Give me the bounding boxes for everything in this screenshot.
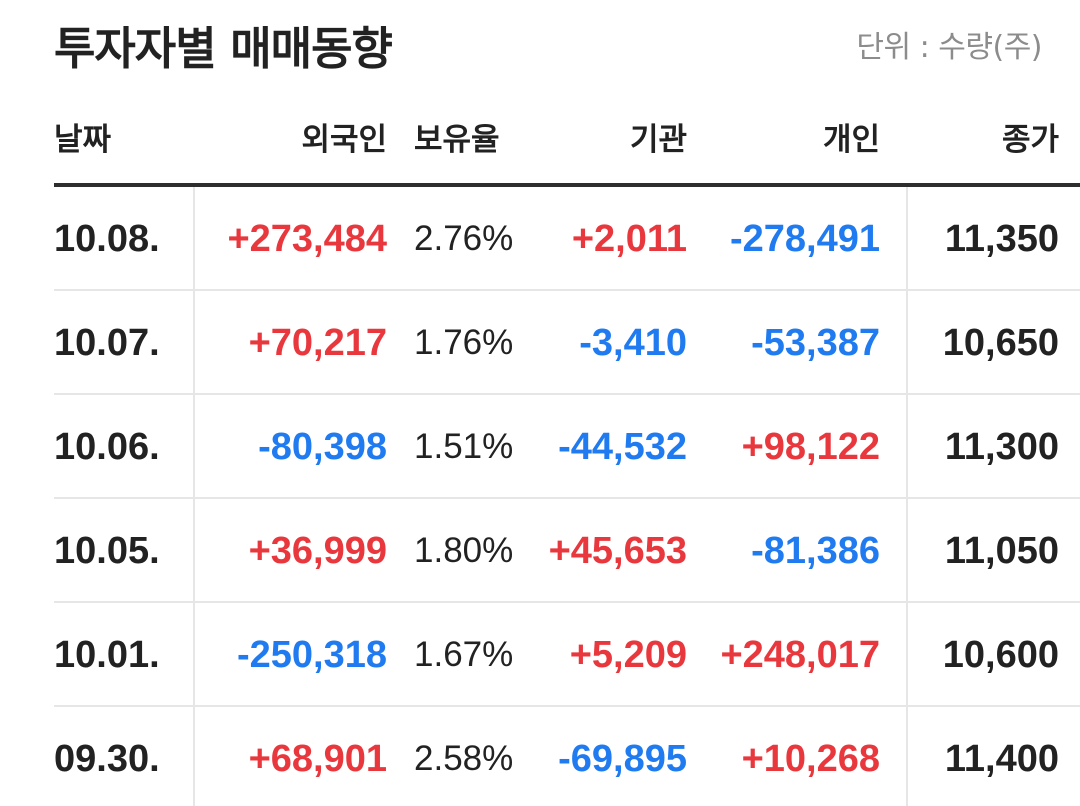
column-header-foreign[interactable]: 외국인 xyxy=(301,122,387,158)
individual-cell: -278,491 xyxy=(729,218,880,260)
individual-cell: -53,387 xyxy=(751,322,880,364)
column-divider xyxy=(193,291,195,393)
column-divider xyxy=(193,707,195,806)
date-cell: 09.30. xyxy=(54,738,160,780)
foreign-cell: -250,318 xyxy=(236,634,387,676)
column-divider xyxy=(193,499,195,601)
column-header-close[interactable]: 종가 xyxy=(1001,122,1059,158)
ratio-cell: 1.76% xyxy=(414,323,514,362)
table-row[interactable]: 10.01. -250,318 1.67% +5,209 +248,017 10… xyxy=(54,603,1080,707)
column-header-individual[interactable]: 개인 xyxy=(822,122,880,158)
table-row[interactable]: 10.05. +36,999 1.80% +45,653 -81,386 11,… xyxy=(54,499,1080,603)
close-price-cell: 11,400 xyxy=(944,738,1059,780)
column-divider xyxy=(193,187,195,289)
institution-cell: -44,532 xyxy=(558,426,687,468)
date-cell: 10.08. xyxy=(54,218,160,260)
column-header-ratio[interactable]: 보유율 xyxy=(414,122,500,158)
header-divider xyxy=(54,183,1080,187)
ratio-cell: 1.67% xyxy=(414,635,514,674)
institution-cell: -69,895 xyxy=(558,738,687,780)
close-price-cell: 11,350 xyxy=(944,218,1059,260)
foreign-cell: -80,398 xyxy=(258,426,387,468)
table-row[interactable]: 10.07. +70,217 1.76% -3,410 -53,387 10,6… xyxy=(54,291,1080,395)
institution-cell: +2,011 xyxy=(571,218,687,260)
ratio-cell: 1.80% xyxy=(414,531,514,570)
column-divider xyxy=(906,187,908,289)
table-row[interactable]: 10.06. -80,398 1.51% -44,532 +98,122 11,… xyxy=(54,395,1080,499)
column-divider xyxy=(906,707,908,806)
individual-cell: -81,386 xyxy=(751,530,880,572)
foreign-cell: +36,999 xyxy=(248,530,387,572)
page-title: 투자자별 매매동향 xyxy=(54,22,393,75)
close-price-cell: 10,650 xyxy=(942,322,1059,364)
institution-cell: +5,209 xyxy=(569,634,687,676)
close-price-cell: 10,600 xyxy=(942,634,1059,676)
date-cell: 10.01. xyxy=(54,634,160,676)
institution-cell: +45,653 xyxy=(548,530,687,572)
individual-cell: +10,268 xyxy=(741,738,880,780)
individual-cell: +98,122 xyxy=(741,426,880,468)
foreign-cell: +273,484 xyxy=(227,218,387,260)
column-header-date[interactable]: 날짜 xyxy=(54,122,112,158)
close-price-cell: 11,300 xyxy=(944,426,1059,468)
column-divider xyxy=(193,395,195,497)
individual-cell: +248,017 xyxy=(720,634,880,676)
table-row[interactable]: 10.08. +273,484 2.76% +2,011 -278,491 11… xyxy=(54,187,1080,291)
foreign-cell: +68,901 xyxy=(248,738,387,780)
column-divider xyxy=(906,291,908,393)
column-divider xyxy=(906,499,908,601)
date-cell: 10.05. xyxy=(54,530,160,572)
column-divider xyxy=(193,603,195,705)
column-divider xyxy=(906,395,908,497)
table-row[interactable]: 09.30. +68,901 2.58% -69,895 +10,268 11,… xyxy=(54,707,1080,806)
ratio-cell: 2.76% xyxy=(414,219,514,258)
column-divider xyxy=(906,603,908,705)
column-header-institution[interactable]: 기관 xyxy=(629,122,687,158)
trading-table-body: 10.08. +273,484 2.76% +2,011 -278,491 11… xyxy=(54,187,1080,806)
table-header: 날짜 외국인 보유율 기관 개인 종가 xyxy=(54,112,1080,172)
date-cell: 10.07. xyxy=(54,322,160,364)
foreign-cell: +70,217 xyxy=(248,322,387,364)
institution-cell: -3,410 xyxy=(579,322,687,364)
ratio-cell: 1.51% xyxy=(414,427,514,466)
unit-label: 단위 : 수량(주) xyxy=(856,30,1042,65)
close-price-cell: 11,050 xyxy=(944,530,1059,572)
ratio-cell: 2.58% xyxy=(414,739,514,778)
date-cell: 10.06. xyxy=(54,426,160,468)
